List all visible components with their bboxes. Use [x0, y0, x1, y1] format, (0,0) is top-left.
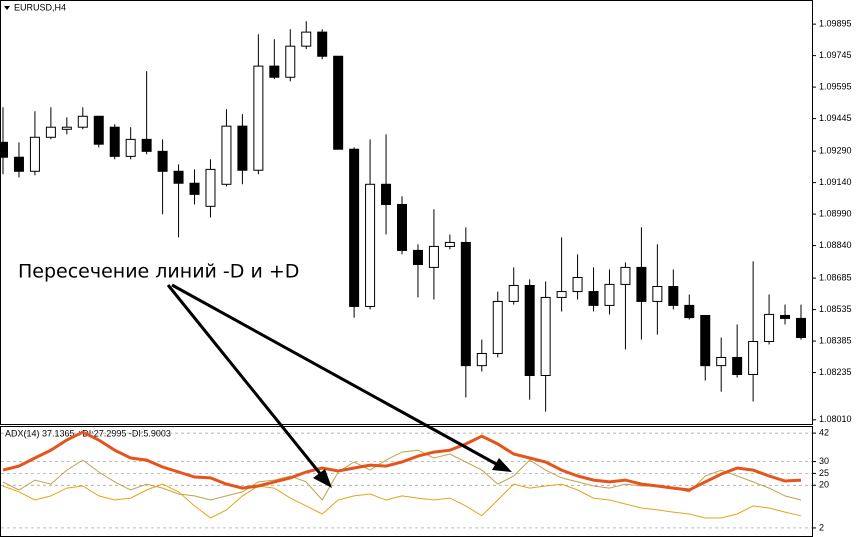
candle-body [93, 115, 104, 145]
candle-body [476, 352, 487, 367]
arrow [166, 284, 324, 477]
candle-body [157, 150, 168, 172]
candle-body [604, 283, 615, 306]
candle-body [13, 156, 24, 172]
candle-body [29, 136, 40, 172]
candle-body [556, 291, 567, 298]
candle-body [700, 314, 711, 367]
y-tick-label: 25 [819, 468, 829, 478]
candle-body [508, 284, 519, 302]
candle-body [349, 148, 360, 307]
candle-body [796, 317, 806, 339]
candle-body [428, 245, 439, 268]
candle-body [301, 31, 312, 47]
candle-body [77, 115, 88, 128]
y-tick-label: 1.08385 [819, 335, 852, 345]
candle-body [269, 65, 280, 78]
indicator-line [2, 430, 802, 492]
candle-body [237, 125, 248, 171]
y-tick-label: 1.09445 [819, 113, 852, 123]
y-tick-label: 1.08535 [819, 304, 852, 314]
candle-body [668, 286, 679, 306]
candle-body [285, 45, 296, 78]
arrow [171, 283, 499, 467]
candle-body [381, 183, 392, 205]
marks [0, 21, 816, 529]
arrows [166, 283, 512, 488]
candle-body [205, 168, 216, 207]
y-tick-label: 42 [819, 427, 829, 437]
candle-body [764, 313, 775, 343]
candle-body [412, 249, 423, 265]
candle-body [620, 266, 631, 285]
candle-body [317, 31, 328, 57]
y-tick-label: 1.08685 [819, 272, 852, 282]
candle-body [141, 138, 152, 152]
candle-body [748, 341, 759, 375]
y-tick-label: 1.09595 [819, 81, 852, 91]
candle-body [540, 296, 551, 377]
y-tick-label: 20 [819, 480, 829, 490]
y-tick-label: 1.08990 [819, 208, 852, 218]
candle-body [0, 141, 8, 158]
main-pane [0, 0, 813, 425]
annotation: Пересечение линий -D и +D [18, 261, 299, 283]
candle-body [492, 300, 503, 354]
candle-body [109, 126, 120, 157]
candle-body [780, 314, 791, 319]
candle-body [636, 266, 647, 302]
arrow-head [313, 469, 332, 488]
y-tick-label: 1.09895 [819, 19, 852, 29]
y-tick-label: 30 [819, 456, 829, 466]
indicator-line [2, 483, 802, 519]
y-tick-label: 1.09290 [819, 146, 852, 156]
menu-icon [4, 6, 10, 10]
chart-title: EURUSD,H4 [14, 2, 66, 12]
candle-body [365, 183, 376, 307]
candle-body [732, 356, 743, 375]
candle-body [444, 241, 455, 247]
candle-body [189, 182, 200, 195]
y-tick-label: 1.08235 [819, 367, 852, 377]
candle-body [716, 356, 727, 367]
candle-body [173, 170, 184, 184]
arrow-head [492, 458, 512, 472]
candle-body [221, 125, 232, 185]
candle-body [61, 126, 72, 130]
y-tick-label: 1.09745 [819, 50, 852, 60]
candle-body [684, 304, 695, 319]
candle-body [588, 291, 599, 306]
y-tick-label: 2 [819, 522, 824, 532]
candle-body [333, 55, 344, 150]
y-tick-label: 1.09140 [819, 177, 852, 187]
candle-body [45, 126, 56, 138]
candle-body [253, 65, 264, 171]
candle-body [572, 276, 583, 293]
candle-body [652, 286, 663, 302]
y-tick-label: 1.08840 [819, 240, 852, 250]
candle-body [524, 284, 535, 377]
candle-body [125, 138, 136, 157]
candle-body [397, 203, 407, 251]
candle-body [460, 241, 471, 367]
y-tick-label: 1.08010 [819, 414, 852, 424]
